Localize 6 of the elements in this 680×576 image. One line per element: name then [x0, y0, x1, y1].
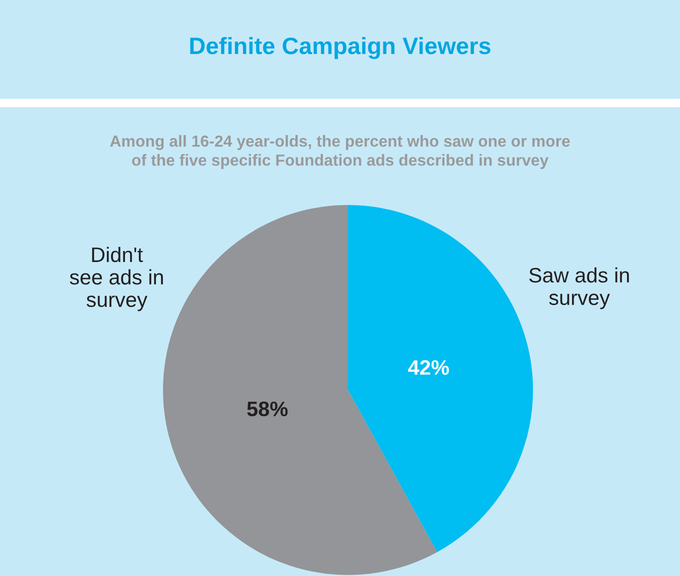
chart-subtitle: Among all 16-24 year-olds, the percent who saw one or more of the five specific Foundation ads described in survey: [110, 135, 570, 169]
slice-label: Saw ads in survey: [529, 267, 629, 310]
data-label: 58%: [247, 402, 288, 416]
slice-label: Didn't see ads in survey: [70, 246, 163, 312]
chart-title: Definite Campaign Viewers: [190, 36, 490, 60]
data-label: 42%: [408, 360, 449, 375]
